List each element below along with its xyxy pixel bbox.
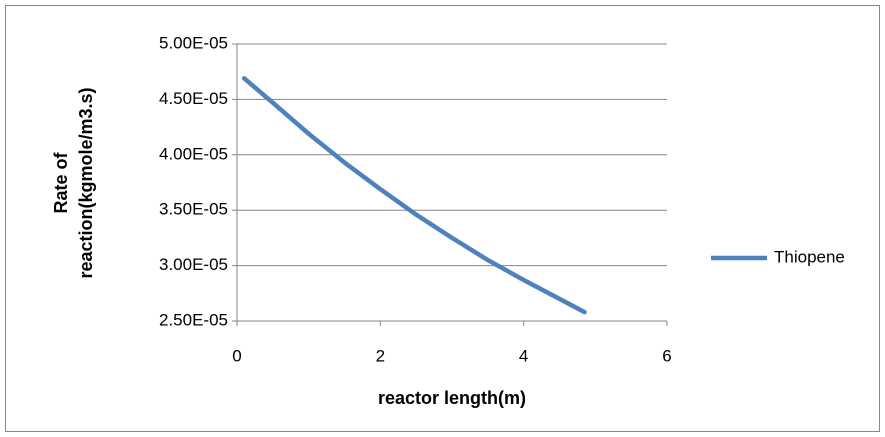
x-tick-label: 0 — [232, 346, 241, 365]
x-tick-label: 6 — [662, 346, 671, 365]
chart-border — [5, 5, 880, 432]
x-axis-title: reactor length(m) — [378, 388, 526, 408]
y-tick-label: 3.50E-05 — [159, 200, 228, 219]
x-tick-label: 4 — [519, 346, 528, 365]
x-tick-label: 2 — [376, 346, 385, 365]
y-axis-title: reaction(kgmole/m3.s) — [76, 87, 96, 278]
y-tick-label: 2.50E-05 — [159, 310, 228, 329]
y-axis-title: Rate of — [51, 151, 71, 213]
y-tick-label: 4.00E-05 — [159, 144, 228, 163]
y-tick-label: 4.50E-05 — [159, 89, 228, 108]
y-tick-label: 3.00E-05 — [159, 255, 228, 274]
y-tick-label: 5.00E-05 — [159, 33, 228, 52]
line-series — [241, 76, 587, 315]
legend-label: Thiopene — [774, 247, 845, 266]
